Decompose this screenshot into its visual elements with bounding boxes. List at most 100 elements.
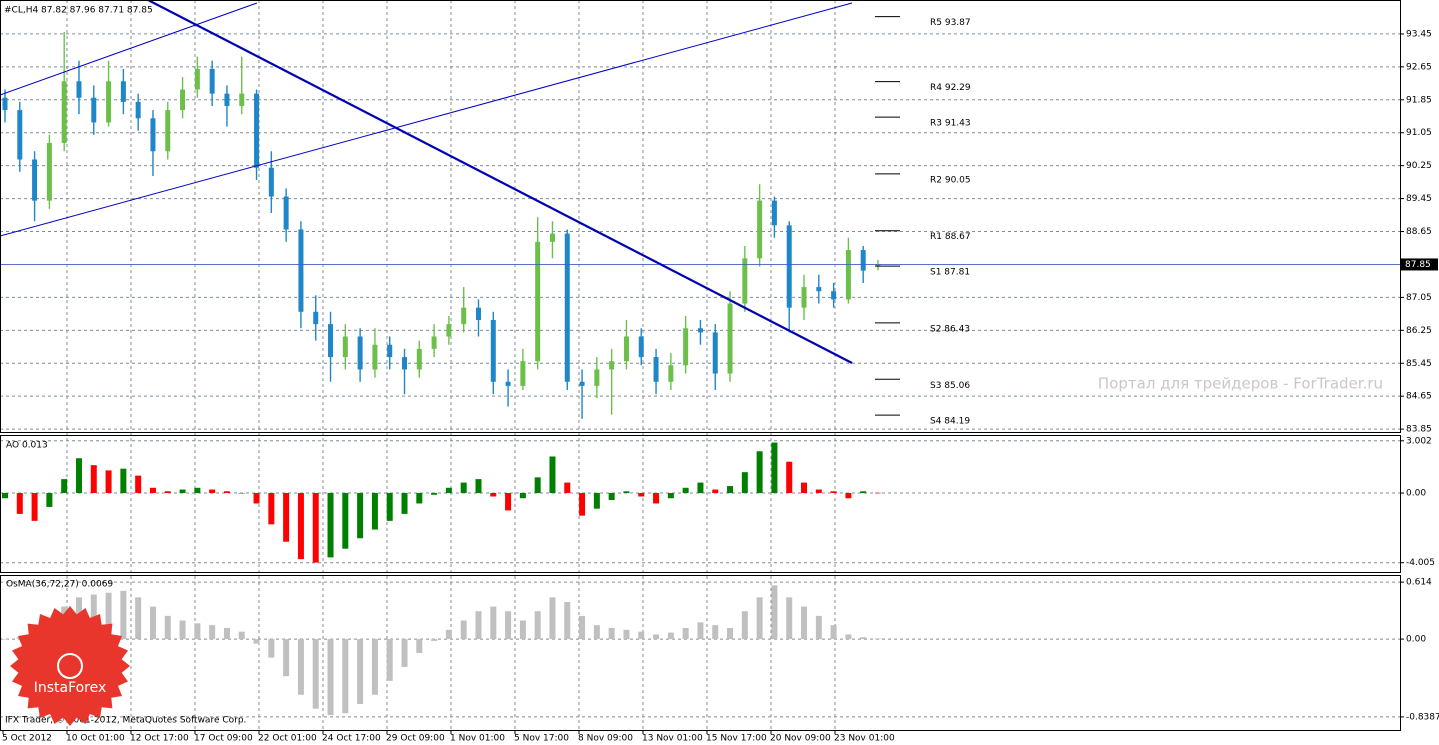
histogram-bar bbox=[327, 493, 334, 558]
candle-body bbox=[239, 93, 245, 106]
histogram-bar bbox=[712, 625, 719, 640]
x-tick-label: 5 Oct 2012 bbox=[2, 734, 52, 744]
candle-body bbox=[535, 241, 541, 362]
histogram-bar bbox=[371, 639, 378, 695]
histogram-bar bbox=[120, 590, 127, 640]
candle-body bbox=[342, 336, 348, 358]
y-tick-label: 3.002 bbox=[1406, 436, 1432, 446]
x-tick-label: 15 Nov 17:00 bbox=[706, 734, 767, 744]
histogram-bar bbox=[756, 451, 763, 494]
histogram-bar bbox=[549, 597, 556, 640]
histogram-bar bbox=[445, 487, 452, 494]
histogram-bar bbox=[149, 606, 156, 640]
candle-body bbox=[786, 225, 792, 308]
histogram-bar bbox=[534, 611, 541, 640]
candle-body bbox=[194, 68, 200, 90]
logo-icon bbox=[57, 653, 83, 679]
histogram-bar bbox=[815, 615, 822, 640]
candle-body bbox=[76, 81, 82, 98]
x-tick-label: 17 Oct 09:00 bbox=[194, 734, 253, 744]
histogram-bar bbox=[2, 639, 8, 640]
histogram-bar bbox=[223, 491, 230, 494]
candle-body bbox=[609, 361, 615, 370]
x-tick-label: 12 Oct 17:00 bbox=[130, 734, 189, 744]
y-tick-label: 91.85 bbox=[1406, 95, 1432, 105]
histogram-bar bbox=[297, 639, 304, 695]
y-tick-label: 88.65 bbox=[1406, 227, 1432, 237]
candle-body bbox=[372, 344, 378, 370]
histogram-bar bbox=[579, 615, 586, 640]
histogram-bar bbox=[741, 472, 748, 494]
y-tick-label: -0.8387 bbox=[1406, 712, 1439, 722]
labels: 93.45 92.65 91.85 91.05 90.25 89.45 88.65 87.05… bbox=[2, 18, 1439, 743]
candle-body bbox=[505, 381, 511, 386]
candle-body bbox=[475, 307, 481, 321]
candle-body bbox=[402, 357, 408, 370]
candle-body bbox=[579, 381, 585, 386]
histogram-bar bbox=[431, 493, 438, 495]
grid bbox=[0, 0, 1400, 730]
y-tick-label: 93.45 bbox=[1406, 29, 1432, 39]
histogram-bar bbox=[682, 487, 689, 494]
osma-panel bbox=[0, 575, 1401, 731]
pivot-label: R1 88.67 bbox=[930, 232, 971, 242]
histogram-bar bbox=[860, 491, 867, 494]
channel-line bbox=[0, 2, 853, 237]
histogram-bar bbox=[815, 489, 822, 494]
histogram-bar bbox=[268, 639, 275, 658]
histogram-bar bbox=[312, 639, 319, 709]
histogram-bar bbox=[579, 493, 586, 516]
candle-body bbox=[697, 328, 703, 333]
histogram-bar bbox=[875, 638, 881, 640]
histogram-bar bbox=[771, 585, 778, 640]
candle-body bbox=[313, 311, 319, 325]
histogram-bar bbox=[268, 493, 275, 525]
histogram-bar bbox=[401, 493, 408, 514]
histogram-bar bbox=[164, 615, 171, 640]
y-tick-label: 91.05 bbox=[1406, 128, 1432, 138]
candle-body bbox=[757, 200, 763, 259]
histogram-bar bbox=[475, 611, 482, 640]
histogram-bar bbox=[593, 625, 600, 640]
pivot-label: S4 84.19 bbox=[930, 417, 970, 427]
pivot-label: R4 92.29 bbox=[930, 83, 971, 93]
histogram-bar bbox=[830, 625, 837, 640]
channel-line bbox=[0, 2, 258, 96]
histogram-bar bbox=[727, 627, 734, 640]
histogram-bar bbox=[238, 493, 245, 494]
histogram-bar bbox=[667, 632, 674, 640]
candle-body bbox=[2, 97, 8, 111]
histogram-bar bbox=[445, 629, 452, 640]
histogram-bar bbox=[756, 597, 763, 640]
header: #CL,H4 87.82 87.96 87.71 87.85 bbox=[4, 6, 153, 16]
x-tick-label: 13 Nov 01:00 bbox=[642, 734, 703, 744]
histogram-bar bbox=[401, 639, 408, 667]
candle-body bbox=[46, 143, 52, 201]
candle-body bbox=[165, 110, 171, 152]
histogram-bar bbox=[194, 487, 201, 494]
x-tick-label: 29 Oct 09:00 bbox=[386, 734, 445, 744]
histogram-bar bbox=[519, 493, 526, 499]
candle-body bbox=[357, 336, 363, 370]
candle-body bbox=[209, 68, 215, 94]
histogram-bar bbox=[179, 620, 186, 640]
watermark: Портал для трейдеров - ForTrader.ru bbox=[1098, 375, 1383, 393]
candle-body bbox=[106, 81, 112, 123]
pivot-label: S1 87.81 bbox=[930, 268, 970, 278]
logo-badge bbox=[10, 606, 130, 726]
x-tick-label: 1 Nov 01:00 bbox=[450, 734, 505, 744]
histogram-bar bbox=[105, 592, 112, 640]
candle-body bbox=[845, 250, 851, 300]
histogram-bar bbox=[682, 627, 689, 640]
histogram-bar bbox=[75, 458, 82, 494]
footer: IFX Trader, © 2001-2012, MetaQuotes Soft… bbox=[5, 716, 246, 726]
histogram-bar bbox=[653, 634, 660, 640]
candle-body bbox=[771, 200, 777, 226]
histogram-bar bbox=[209, 489, 216, 494]
pivot-label: S2 86.43 bbox=[930, 324, 970, 334]
histogram-bar bbox=[342, 639, 349, 714]
histogram-bar bbox=[31, 493, 38, 521]
histogram-bar bbox=[564, 482, 571, 494]
